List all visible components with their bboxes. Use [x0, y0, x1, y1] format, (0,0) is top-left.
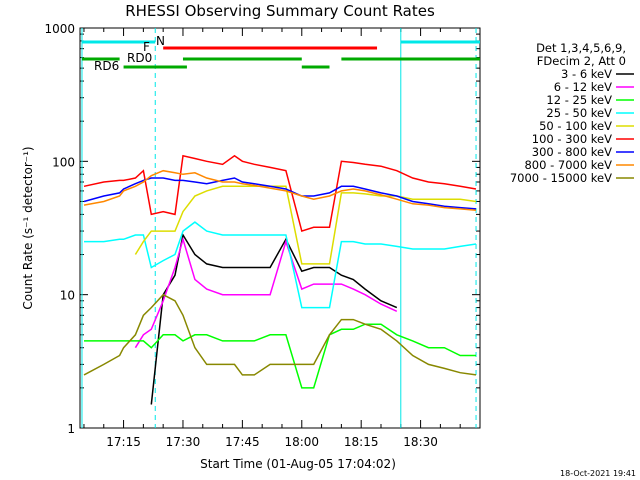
legend-entry: 50 - 100 keV — [539, 119, 612, 133]
series-line — [83, 169, 477, 211]
legend-entry: 100 - 300 keV — [532, 132, 612, 146]
y-tick-label: 100 — [52, 155, 75, 169]
series-lines — [83, 154, 477, 405]
plot-area — [79, 27, 481, 429]
legend-entry: 25 - 50 keV — [546, 106, 612, 120]
x-tick-label: 17:15 — [106, 435, 141, 449]
y-tick-label: 1000 — [44, 22, 75, 36]
legend-entry: 6 - 12 keV — [554, 80, 612, 94]
series-line — [134, 236, 398, 349]
legend: Det 1,3,4,5,6,9,FDecim 2, Att 03 - 6 keV… — [510, 41, 634, 185]
flag-label: F — [143, 40, 150, 54]
series-line — [83, 293, 477, 376]
vertical-markers — [81, 28, 477, 428]
series-line — [83, 177, 477, 210]
series-line — [134, 185, 477, 265]
legend-entry: 7000 - 15000 keV — [510, 171, 612, 185]
y-axis-label: Count Rate (s⁻¹ detector⁻¹) — [21, 146, 35, 309]
chart-title: RHESSI Observing Summary Count Rates — [125, 2, 435, 20]
timestamp: 18-Oct-2021 19:41 — [560, 469, 636, 478]
series-line — [84, 323, 476, 389]
series-line — [84, 221, 477, 309]
y-tick-label: 10 — [60, 289, 75, 303]
flag-label: RD0 — [127, 51, 152, 65]
x-axis-label: Start Time (01-Aug-05 17:04:02) — [200, 457, 396, 471]
x-tick-label: 17:45 — [225, 435, 260, 449]
x-tick-label: 18:15 — [344, 435, 379, 449]
flag-label: N — [156, 34, 165, 48]
legend-header: Det 1,3,4,5,6,9, — [536, 41, 626, 55]
flag-label: RD6 — [94, 59, 119, 73]
legend-entry: 3 - 6 keV — [561, 67, 612, 81]
x-axis: 17:15 17:30 17:45 18:00 18:15 18:30 — [83, 28, 481, 449]
y-tick-label: 1 — [67, 422, 75, 436]
legend-entry: 800 - 7000 keV — [524, 158, 612, 172]
x-tick-label: 18:00 — [284, 435, 319, 449]
plot-frame — [79, 27, 481, 429]
series-line — [150, 232, 398, 405]
legend-entry: 300 - 800 keV — [532, 145, 612, 159]
legend-header: FDecim 2, Att 0 — [537, 54, 626, 68]
x-tick-label: 18:30 — [403, 435, 438, 449]
y-axis: 1 10 100 1000 — [44, 22, 480, 436]
legend-entry: 12 - 25 keV — [546, 93, 612, 107]
series-line — [83, 154, 477, 233]
x-tick-label: 17:30 — [166, 435, 201, 449]
